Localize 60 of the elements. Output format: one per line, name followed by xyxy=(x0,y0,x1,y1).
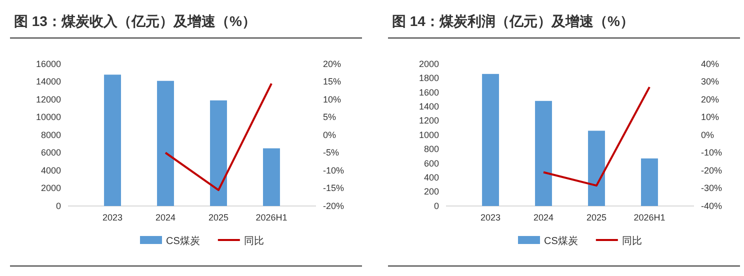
y-tick-label: 0 xyxy=(56,200,61,211)
x-tick-label: 2023 xyxy=(480,212,501,222)
y2-tick-label: -10% xyxy=(323,165,344,176)
y-tick-label: 800 xyxy=(424,144,439,154)
y2-tick-label: 20% xyxy=(323,58,342,69)
y-tick-label: 2000 xyxy=(418,58,439,69)
y-tick-label: 6000 xyxy=(40,148,61,158)
y-tick-label: 1800 xyxy=(418,73,439,84)
y-tick-label: 600 xyxy=(424,158,439,168)
chart-title: 图 14：煤炭利润（亿元）及增速（%） xyxy=(392,13,634,29)
legend-label: 同比 xyxy=(622,235,642,247)
legend-label: 同比 xyxy=(244,235,264,247)
chart-title: 图 13：煤炭收入（亿元）及增速（%） xyxy=(14,13,256,29)
y2-tick-label: 15% xyxy=(323,76,342,87)
y2-tick-label: -20% xyxy=(323,200,344,211)
y2-tick-label: 0% xyxy=(323,130,336,140)
y2-tick-label: 10% xyxy=(323,94,342,104)
y2-tick-label: 40% xyxy=(701,58,720,69)
y2-tick-label: -10% xyxy=(701,148,722,158)
y2-tick-label: 20% xyxy=(701,94,720,104)
x-tick-label: 2024 xyxy=(155,212,176,222)
y-tick-label: 2000 xyxy=(40,183,61,194)
y-tick-label: 0 xyxy=(434,200,439,211)
y2-tick-label: 5% xyxy=(323,112,336,122)
y-tick-label: 1600 xyxy=(418,87,439,98)
y-tick-label: 14000 xyxy=(36,76,61,87)
y2-tick-label: 10% xyxy=(701,112,720,122)
y-tick-label: 4000 xyxy=(40,165,61,176)
bar xyxy=(104,74,121,206)
y-tick-label: 10000 xyxy=(36,112,61,122)
x-tick-label: 2024 xyxy=(533,212,554,222)
y-tick-label: 400 xyxy=(424,172,439,182)
y2-tick-label: -30% xyxy=(701,183,722,194)
y-tick-label: 200 xyxy=(424,186,439,197)
y2-tick-label: 30% xyxy=(701,76,720,87)
x-tick-label: 2023 xyxy=(102,212,123,222)
x-tick-label: 2026H1 xyxy=(256,212,288,222)
legend-label: CS煤炭 xyxy=(544,235,578,247)
y-tick-label: 1000 xyxy=(418,130,439,140)
y2-tick-label: 0% xyxy=(701,130,714,140)
y-tick-label: 1200 xyxy=(418,116,439,126)
y-tick-label: 12000 xyxy=(36,94,61,104)
bar xyxy=(588,130,605,206)
y2-tick-label: -20% xyxy=(701,165,722,176)
bar xyxy=(482,74,499,206)
bar xyxy=(641,158,658,206)
y-tick-label: 1400 xyxy=(418,101,439,112)
y2-tick-label: -15% xyxy=(323,183,344,194)
y2-tick-label: -5% xyxy=(323,148,340,158)
bar xyxy=(535,100,552,206)
y-tick-label: 16000 xyxy=(36,58,61,69)
x-tick-label: 2025 xyxy=(586,212,607,222)
y-tick-label: 8000 xyxy=(40,130,61,140)
y2-tick-label: -40% xyxy=(701,200,722,211)
bar xyxy=(157,80,174,206)
legend-label: CS煤炭 xyxy=(166,235,200,247)
bar xyxy=(263,148,280,206)
bar xyxy=(210,100,227,206)
x-tick-label: 2026H1 xyxy=(634,212,666,222)
x-tick-label: 2025 xyxy=(208,212,229,222)
